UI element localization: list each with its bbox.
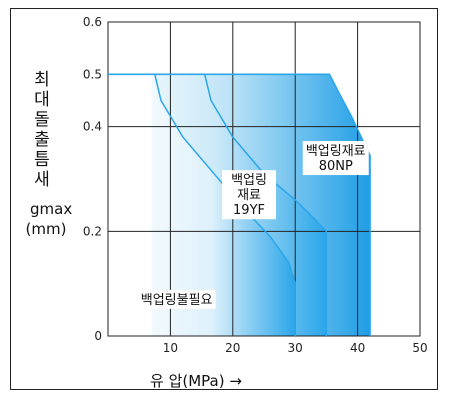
fill-no-backup-region xyxy=(108,74,152,337)
y-tick-label: 0.4 xyxy=(83,120,102,134)
region-label: 재료 xyxy=(237,188,261,203)
y-axis-symbol: gmax xyxy=(30,200,73,218)
y-tick-label: 0.2 xyxy=(83,224,102,238)
region-label: 백업링재료 xyxy=(306,144,366,159)
y-axis-label: 최대돌출틈새 xyxy=(34,70,50,190)
fill-19yf-region xyxy=(108,74,296,337)
x-tick-label: 30 xyxy=(288,341,303,355)
x-tick-label: 40 xyxy=(350,341,365,355)
region-label: 백업링불필요 xyxy=(141,293,213,308)
y-tick-label: 0 xyxy=(94,329,102,343)
region-fills xyxy=(108,74,371,337)
region-label-bg xyxy=(222,170,277,220)
region-label: 백업링 xyxy=(231,173,267,188)
plot-border xyxy=(107,21,421,337)
x-axis-label: 유 압(MPa) → xyxy=(150,372,242,390)
tick-labels: 10 20 30 40 50 0 0.2 0.4 0.5 0.6 xyxy=(83,15,428,355)
region-label: 19YF xyxy=(233,203,265,218)
region-label: 80NP xyxy=(319,159,353,174)
chart-frame xyxy=(10,8,438,390)
region-label-bg xyxy=(302,141,369,176)
y-tick-label: 0.5 xyxy=(83,67,102,81)
x-tick-label: 20 xyxy=(225,341,240,355)
y-axis-unit: (mm) xyxy=(25,220,67,238)
boundary-80np xyxy=(203,74,328,336)
region-label-bg xyxy=(137,289,216,309)
x-tick-label: 50 xyxy=(412,341,427,355)
x-tick-label: 10 xyxy=(163,341,178,355)
y-tick-label: 0.6 xyxy=(83,15,102,29)
